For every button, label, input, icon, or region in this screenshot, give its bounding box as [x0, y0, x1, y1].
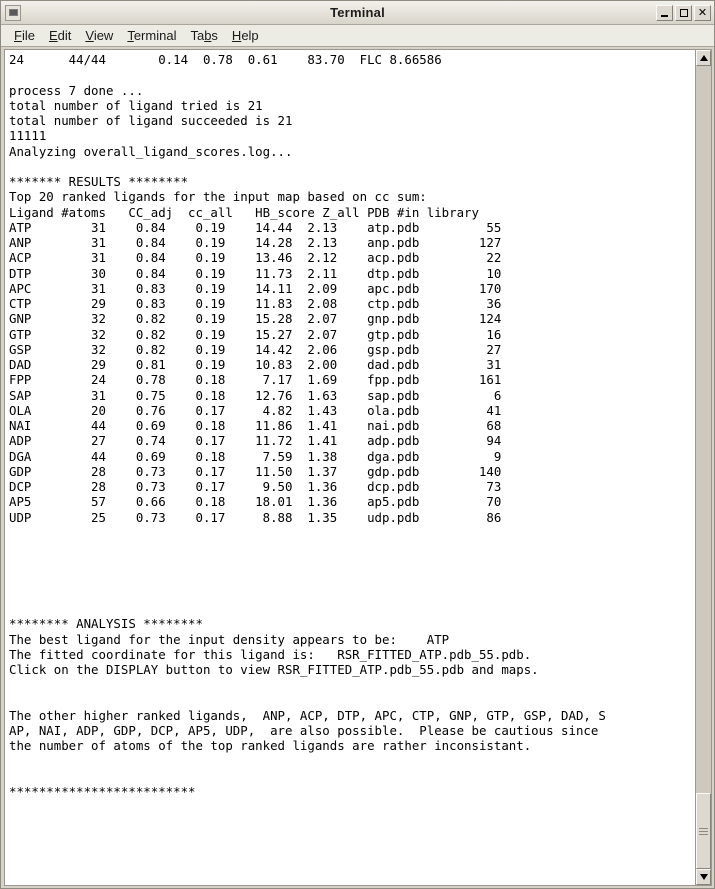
menu-item-file[interactable]: File — [14, 28, 35, 43]
minimize-icon — [661, 14, 668, 17]
menu-item-view[interactable]: View — [85, 28, 114, 43]
terminal-scrollbar[interactable] — [695, 49, 712, 886]
menu-bar: File Edit View Terminal Tabs Help — [1, 25, 714, 47]
close-icon: ✕ — [697, 5, 708, 19]
scroll-down-button[interactable] — [696, 869, 711, 885]
terminal-output: 24 44/44 0.14 0.78 0.61 83.70 FLC 8.6658… — [9, 52, 606, 799]
scrollbar-thumb[interactable] — [696, 793, 711, 869]
menu-item-tabs[interactable]: Tabs — [190, 28, 218, 43]
window-title: Terminal — [330, 5, 385, 20]
terminal-icon — [5, 4, 21, 21]
scrollbar-trough[interactable] — [696, 66, 711, 869]
scroll-down-icon — [699, 874, 708, 880]
maximize-button[interactable] — [675, 4, 692, 21]
minimize-button[interactable] — [656, 4, 673, 21]
title-bar[interactable]: Terminal ✕ — [1, 1, 714, 25]
scroll-up-button[interactable] — [696, 50, 711, 66]
close-button[interactable]: ✕ — [694, 4, 711, 21]
menu-item-help[interactable]: Help — [231, 28, 259, 43]
menu-item-terminal[interactable]: Terminal — [127, 28, 177, 43]
window-controls: ✕ — [656, 4, 711, 21]
menu-item-edit[interactable]: Edit — [48, 28, 72, 43]
maximize-icon — [679, 8, 688, 17]
terminal-body: 24 44/44 0.14 0.78 0.61 83.70 FLC 8.6658… — [1, 47, 714, 888]
scroll-up-icon — [699, 55, 708, 61]
terminal-screen[interactable]: 24 44/44 0.14 0.78 0.61 83.70 FLC 8.6658… — [4, 49, 695, 886]
scrollbar-grip-icon — [699, 826, 708, 837]
